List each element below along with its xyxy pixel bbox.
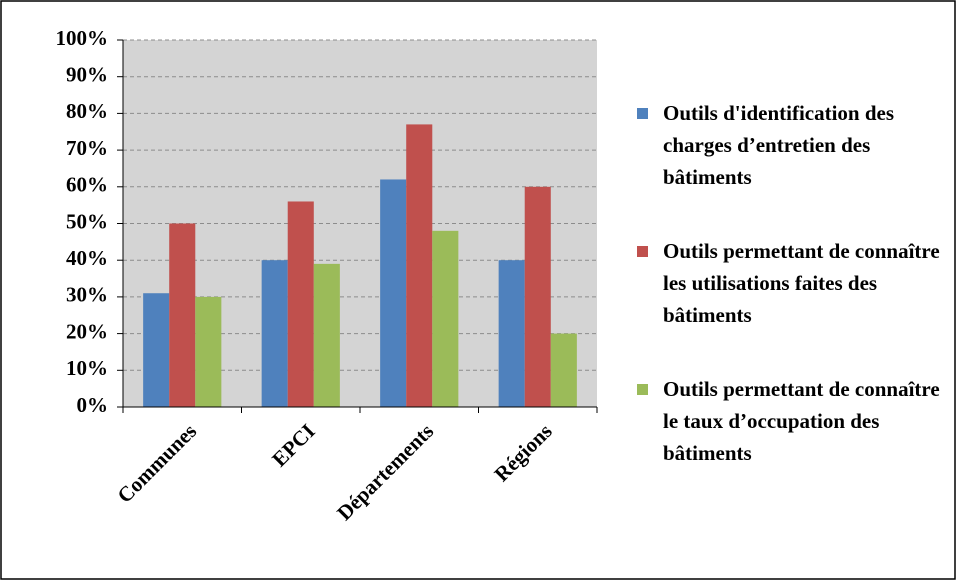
- y-tick-label: 90%: [66, 63, 108, 87]
- legend-swatch: [637, 108, 648, 119]
- y-tick-label: 80%: [66, 99, 108, 123]
- legend-swatch: [637, 246, 648, 257]
- bar: [261, 260, 288, 407]
- bar: [287, 201, 314, 407]
- bar: [550, 333, 577, 407]
- bar: [380, 179, 407, 407]
- y-tick-label: 50%: [66, 209, 108, 233]
- bar: [498, 260, 525, 407]
- bar: [313, 263, 340, 407]
- y-tick-label: 10%: [66, 356, 108, 380]
- legend-label: Outils d'identification des charges d’en…: [663, 101, 895, 189]
- bar: [195, 296, 222, 407]
- legend-swatch: [637, 384, 648, 395]
- y-tick-label: 100%: [56, 26, 109, 50]
- legend-label: Outils permettant de connaître le taux d…: [663, 377, 940, 465]
- y-tick-label: 0%: [77, 393, 109, 417]
- bar: [406, 124, 433, 407]
- bar: [432, 230, 459, 407]
- y-tick-label: 40%: [66, 246, 108, 270]
- y-tick-label: 70%: [66, 136, 108, 160]
- y-tick-label: 60%: [66, 173, 108, 197]
- bar: [143, 293, 170, 407]
- bar: [169, 223, 196, 407]
- y-tick-label: 30%: [66, 283, 108, 307]
- legend-label: Outils permettant de connaître les utili…: [663, 239, 940, 327]
- bar: [524, 186, 551, 407]
- y-tick-label: 20%: [66, 319, 108, 343]
